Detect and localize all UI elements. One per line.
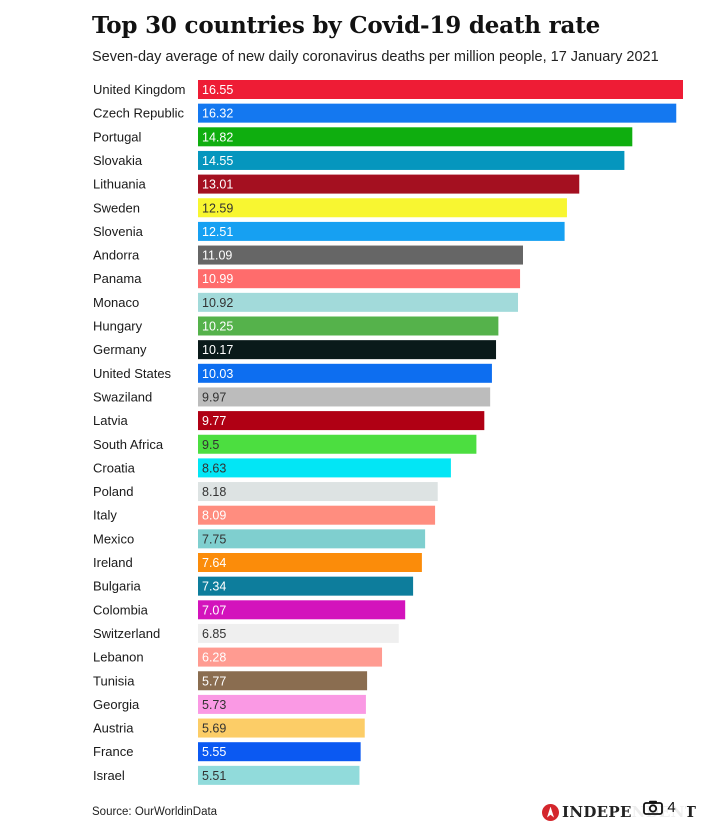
category-label: France xyxy=(93,744,133,759)
bar xyxy=(198,623,399,643)
value-label: 6.85 xyxy=(202,627,226,641)
value-label: 14.82 xyxy=(202,130,233,144)
bar xyxy=(198,80,683,99)
bar xyxy=(198,269,521,289)
bar xyxy=(198,221,565,241)
category-label: Panama xyxy=(93,271,142,286)
photo-count: 4 xyxy=(667,798,676,816)
bar xyxy=(198,694,366,714)
bar xyxy=(198,340,497,360)
value-label: 9.77 xyxy=(202,414,226,428)
category-label: Germany xyxy=(93,342,147,357)
category-label: Swaziland xyxy=(93,389,152,404)
value-label: 14.55 xyxy=(202,154,233,168)
category-label: Sweden xyxy=(93,200,140,215)
category-label: Switzerland xyxy=(93,626,160,641)
category-label: United States xyxy=(93,366,172,381)
value-label: 10.92 xyxy=(202,296,233,310)
category-label: Andorra xyxy=(93,248,140,263)
bar xyxy=(198,458,451,478)
bar xyxy=(198,245,523,265)
value-label: 10.25 xyxy=(202,320,233,334)
category-label: Bulgaria xyxy=(93,579,141,594)
category-label: Ireland xyxy=(93,555,133,570)
category-label: Italy xyxy=(93,508,117,523)
bar xyxy=(198,411,485,431)
bar xyxy=(198,553,422,572)
value-label: 8.18 xyxy=(202,485,226,499)
value-label: 5.77 xyxy=(202,674,226,688)
bar xyxy=(198,316,499,336)
source-note: Source: OurWorldinData xyxy=(92,806,218,818)
value-label: 10.99 xyxy=(202,272,233,286)
bar xyxy=(198,576,414,596)
value-label: 8.09 xyxy=(202,509,226,523)
chart-title: Top 30 countries by Covid-19 death rate xyxy=(92,12,601,39)
category-label: Monaco xyxy=(93,295,139,310)
value-label: 11.09 xyxy=(202,249,232,263)
bar xyxy=(198,150,625,170)
value-label: 5.55 xyxy=(202,745,226,759)
category-label: South Africa xyxy=(93,437,164,452)
value-label: 16.55 xyxy=(202,83,233,97)
bar xyxy=(198,600,406,620)
value-label: 9.97 xyxy=(202,390,226,404)
bar xyxy=(198,505,436,525)
category-label: Tunisia xyxy=(93,673,135,688)
eagle-icon xyxy=(542,803,559,821)
value-label: 12.59 xyxy=(202,201,233,215)
bar xyxy=(198,292,519,312)
value-label: 9.5 xyxy=(202,438,219,452)
category-label: Hungary xyxy=(93,319,143,334)
category-label: Mexico xyxy=(93,531,134,546)
category-label: Austria xyxy=(93,721,134,736)
category-label: Slovakia xyxy=(93,153,143,168)
value-label: 7.75 xyxy=(202,532,226,546)
bar xyxy=(198,103,677,123)
category-label: United Kingdom xyxy=(93,82,186,97)
value-label: 13.01 xyxy=(202,178,233,192)
category-label: Portugal xyxy=(93,129,142,144)
value-label: 7.34 xyxy=(202,580,226,594)
photo-gallery-button[interactable]: 4 xyxy=(632,792,687,822)
bar xyxy=(198,742,361,762)
bar xyxy=(198,482,438,502)
category-label: Poland xyxy=(93,484,133,499)
category-label: Slovenia xyxy=(93,224,144,239)
camera-icon xyxy=(643,800,664,815)
bar xyxy=(198,434,477,454)
bar xyxy=(198,529,426,549)
value-label: 10.17 xyxy=(202,343,233,357)
category-label: Lithuania xyxy=(93,177,147,192)
value-label: 12.51 xyxy=(202,225,233,239)
chart-subtitle: Seven-day average of new daily coronavir… xyxy=(92,49,659,65)
category-label: Czech Republic xyxy=(93,106,185,121)
bar-chart: United Kingdom 16.55 Czech Republic 16.32 Po… xyxy=(93,80,683,785)
category-label: Georgia xyxy=(93,697,140,712)
category-label: Latvia xyxy=(93,413,128,428)
bar xyxy=(198,127,633,147)
bar xyxy=(198,387,491,407)
value-label: 16.32 xyxy=(202,107,233,121)
category-label: Croatia xyxy=(93,460,136,475)
category-label: Colombia xyxy=(93,602,149,617)
bar xyxy=(198,671,368,691)
value-label: 5.73 xyxy=(202,698,226,712)
bar xyxy=(198,765,360,785)
bar xyxy=(198,363,492,383)
bar xyxy=(198,718,365,738)
value-label: 5.51 xyxy=(202,769,226,783)
value-label: 10.03 xyxy=(202,367,233,381)
value-label: 7.64 xyxy=(202,556,226,570)
category-label: Israel xyxy=(93,768,125,783)
value-label: 8.63 xyxy=(202,461,226,475)
bar xyxy=(198,174,580,194)
value-label: 6.28 xyxy=(202,651,226,665)
value-label: 5.69 xyxy=(202,722,226,736)
value-label: 7.07 xyxy=(202,603,226,617)
bar xyxy=(198,198,567,218)
category-label: Lebanon xyxy=(93,650,144,665)
bar xyxy=(198,647,383,667)
